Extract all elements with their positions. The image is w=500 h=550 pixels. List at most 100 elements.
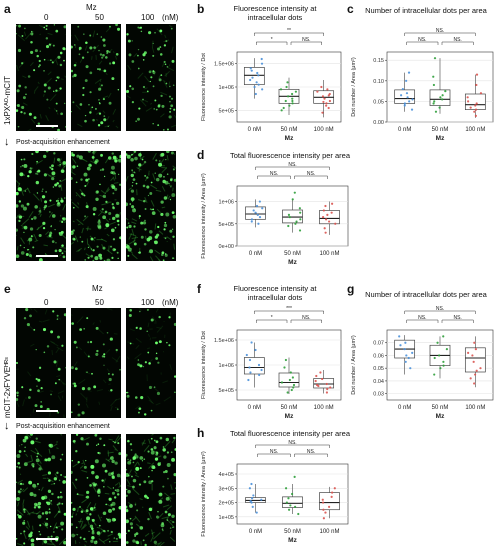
box-f-2: [313, 378, 335, 389]
y-tick-label-d: 0e+00: [219, 244, 234, 250]
x-axis-label-c: Mz: [436, 135, 445, 142]
y-tick-label-c: 0.10: [373, 79, 384, 85]
post-label-a: Post-acquisition enhancement: [16, 139, 110, 146]
box-g-2: [464, 347, 486, 373]
data-point-h-2: [328, 505, 331, 508]
data-point-c-2: [474, 108, 478, 111]
y-tick-label-g: 0.03: [373, 392, 384, 398]
sig-bracket-g: [406, 319, 439, 323]
sig-bracket-d: [255, 166, 330, 170]
sig-bracket-d: [294, 175, 328, 179]
data-point-d-0: [261, 207, 264, 210]
sig-bracket-g: [404, 310, 476, 314]
data-point-f-2: [321, 377, 324, 381]
y-tick-label-h: 2e+05: [219, 501, 234, 507]
chart-title-b-line1: Fluorescence intensity at: [233, 4, 317, 13]
x-tick-label-b: 50 nM: [281, 127, 298, 133]
data-point-f-0: [247, 378, 250, 382]
data-point-h-0: [250, 482, 253, 486]
data-point-c-0: [408, 100, 411, 103]
post-label-e: Post-acquisition enhancement: [16, 423, 110, 430]
x-tick-label-c: 0 nM: [398, 127, 411, 133]
micrograph-e-0nM: [16, 308, 66, 418]
data-point-f-0: [250, 341, 253, 344]
data-point-c-0: [410, 108, 414, 111]
data-point-h-2: [321, 498, 324, 501]
sig-bracket-b: [256, 41, 288, 45]
data-point-b-0: [249, 67, 252, 70]
data-point-f-1: [280, 381, 284, 384]
box-h-2: [319, 492, 340, 511]
data-point-d-1: [291, 198, 294, 201]
data-point-g-0: [398, 335, 401, 338]
data-point-h-0: [252, 494, 255, 497]
micrograph-a-50nM: [71, 24, 121, 131]
x-axis-label-g: Mz: [436, 413, 445, 420]
data-point-c-1: [433, 57, 437, 60]
data-point-h-0: [250, 497, 254, 500]
data-point-c-1: [438, 106, 441, 109]
data-point-b-2: [316, 90, 319, 93]
data-point-h-1: [287, 508, 291, 511]
data-point-c-2: [474, 104, 477, 107]
x-tick-label-g: 0 nM: [398, 405, 411, 411]
arrow-down-icon: ↓: [4, 136, 10, 148]
panel-label-b: b: [197, 2, 205, 16]
sig-bracket-f: [256, 319, 288, 323]
data-point-f-0: [249, 371, 252, 374]
chart-h: 1e+05 2e+05 3e+05 4e+05 Fluorescence intensi…: [201, 440, 349, 544]
data-point-f-1: [288, 378, 291, 382]
row-label-e: mCIT-2xFYVEᴴᴿˢ: [3, 357, 12, 418]
data-point-g-1: [445, 347, 448, 351]
data-point-d-0: [258, 200, 261, 203]
data-point-d-2: [334, 222, 337, 225]
data-point-d-1: [299, 218, 302, 221]
data-point-b-0: [251, 76, 254, 79]
y-axis-label-d: Fluorescence intensity / Area (μm²): [201, 173, 207, 259]
data-point-c-0: [405, 92, 409, 95]
micrograph-a-enh-50nM: [71, 151, 121, 261]
box-f-0: [243, 357, 265, 375]
data-point-b-0: [254, 92, 257, 96]
data-point-b-1: [288, 104, 291, 107]
sig-bracket-b: [290, 41, 322, 45]
panel-label-h: h: [197, 426, 205, 440]
data-point-h-2: [333, 487, 336, 490]
arrow-down-icon-e: ↓: [4, 420, 10, 432]
data-point-b-1: [282, 106, 285, 110]
chart-title-b-line2: intracellular dots: [247, 13, 303, 22]
data-point-c-0: [403, 104, 406, 107]
data-point-d-1: [293, 191, 296, 194]
data-point-c-1: [441, 94, 444, 97]
data-point-f-2: [325, 382, 328, 386]
chart-title-h: Total fluorescence intensity per area: [210, 429, 370, 438]
micrograph-e-100nM: [126, 308, 176, 418]
data-point-g-0: [409, 367, 412, 370]
unit-e: (nM): [162, 298, 179, 307]
data-point-g-2: [471, 354, 474, 357]
data-point-h-0: [260, 498, 263, 501]
conc-0-e: 0: [44, 298, 49, 307]
data-point-c-0: [411, 98, 414, 101]
data-point-g-1: [433, 373, 436, 376]
micrograph-a-enh-0nM: [16, 151, 66, 261]
sig-bracket-f: [254, 310, 324, 314]
data-point-c-2: [474, 114, 477, 117]
data-point-f-1: [292, 386, 295, 389]
x-tick-label-f: 100 nM: [314, 405, 334, 411]
sig-bracket-c: [404, 32, 476, 36]
data-point-h-1: [289, 504, 292, 507]
x-tick-label-g: 100 nM: [465, 405, 485, 411]
conc-50-e: 50: [95, 298, 104, 307]
data-point-c-2: [479, 92, 483, 95]
chart-title-b: Fluorescence intensity at intracellular …: [205, 4, 345, 22]
data-point-d-1: [295, 220, 298, 223]
data-point-d-0: [256, 213, 259, 216]
data-point-c-2: [469, 106, 472, 109]
sig-label-f: ***: [286, 306, 292, 312]
data-point-g-2: [472, 360, 475, 363]
chart-title-f-line1: Fluorescence intensity at: [233, 284, 317, 293]
data-point-b-0: [260, 62, 264, 65]
conc-0-a: 0: [44, 13, 49, 22]
data-point-c-0: [400, 94, 403, 97]
